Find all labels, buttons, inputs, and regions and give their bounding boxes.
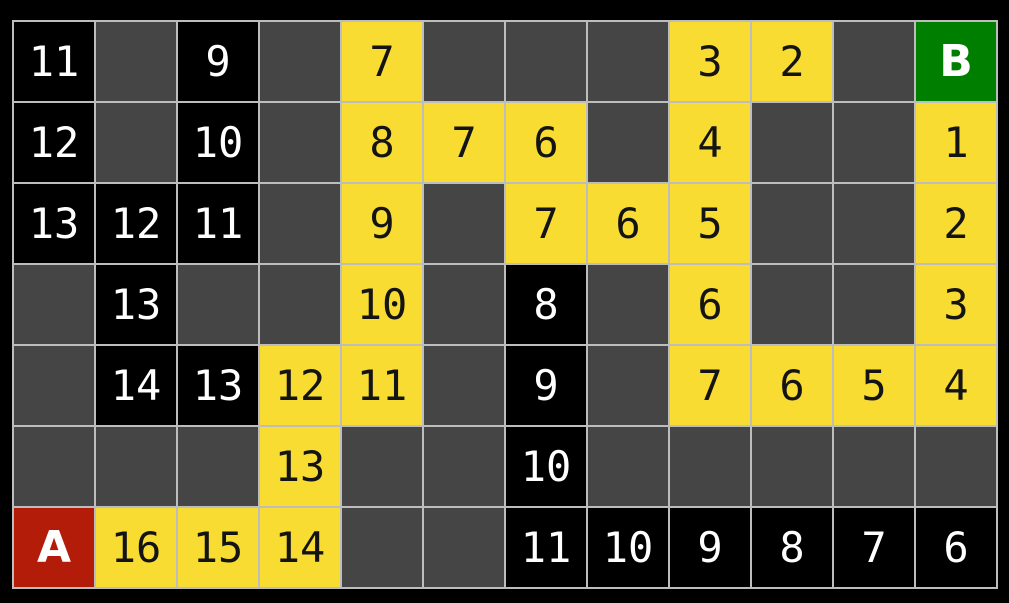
grid-cell-r3c7[interactable]: 7 — [506, 184, 586, 263]
grid-cell-r7c7[interactable]: 11 — [506, 508, 586, 587]
grid-cell-r6c3[interactable] — [178, 427, 258, 506]
grid-cell-r5c7[interactable]: 9 — [506, 346, 586, 425]
grid-cell-r2c5[interactable]: 8 — [342, 103, 422, 182]
grid-cell-r1c6[interactable] — [424, 22, 504, 101]
grid-cell-r1c11[interactable] — [834, 22, 914, 101]
grid-cell-r4c2[interactable]: 13 — [96, 265, 176, 344]
grid-cell-r5c4[interactable]: 12 — [260, 346, 340, 425]
grid-cell-r1c10[interactable]: 2 — [752, 22, 832, 101]
grid-cell-r2c6[interactable]: 7 — [424, 103, 504, 182]
grid-cell-r2c8[interactable] — [588, 103, 668, 182]
grid-cell-r4c3[interactable] — [178, 265, 258, 344]
grid-cell-r2c2[interactable] — [96, 103, 176, 182]
grid-cell-r3c11[interactable] — [834, 184, 914, 263]
grid-cell-r3c10[interactable] — [752, 184, 832, 263]
grid-cell-r1c4[interactable] — [260, 22, 340, 101]
grid-cell-r7c11[interactable]: 7 — [834, 508, 914, 587]
goal-cell-b[interactable]: B — [916, 22, 996, 101]
grid-cell-r4c4[interactable] — [260, 265, 340, 344]
grid-cell-r6c1[interactable] — [14, 427, 94, 506]
grid-cell-r2c9[interactable]: 4 — [670, 103, 750, 182]
grid-cell-r7c5[interactable] — [342, 508, 422, 587]
grid-cell-r6c8[interactable] — [588, 427, 668, 506]
grid-cell-r2c7[interactable]: 6 — [506, 103, 586, 182]
start-cell-a[interactable]: A — [14, 508, 94, 587]
grid-cell-r3c12[interactable]: 2 — [916, 184, 996, 263]
grid-cell-r2c1[interactable]: 12 — [14, 103, 94, 182]
grid-cell-r1c2[interactable] — [96, 22, 176, 101]
grid-cell-r3c3[interactable]: 11 — [178, 184, 258, 263]
grid-cell-r5c5[interactable]: 11 — [342, 346, 422, 425]
grid-cell-r5c3[interactable]: 13 — [178, 346, 258, 425]
grid-cell-r2c10[interactable] — [752, 103, 832, 182]
grid-cell-r2c12[interactable]: 1 — [916, 103, 996, 182]
grid-cell-r6c10[interactable] — [752, 427, 832, 506]
grid-cell-r7c10[interactable]: 8 — [752, 508, 832, 587]
grid-cell-r3c9[interactable]: 5 — [670, 184, 750, 263]
grid-cell-r5c9[interactable]: 7 — [670, 346, 750, 425]
pathfinding-grid: 11 9 7 3 2 B 12 10 8 7 6 4 1 13 12 11 9 7 6 5 2 13 10 8 6 3 14 13 12… — [12, 20, 998, 589]
grid-cell-r7c2[interactable]: 16 — [96, 508, 176, 587]
grid-cell-r7c12[interactable]: 6 — [916, 508, 996, 587]
grid-cell-r4c8[interactable] — [588, 265, 668, 344]
grid-cell-r3c2[interactable]: 12 — [96, 184, 176, 263]
grid-cell-r6c4[interactable]: 13 — [260, 427, 340, 506]
grid-cell-r6c11[interactable] — [834, 427, 914, 506]
grid-cell-r5c8[interactable] — [588, 346, 668, 425]
grid-cell-r7c8[interactable]: 10 — [588, 508, 668, 587]
grid-cell-r6c2[interactable] — [96, 427, 176, 506]
grid-cell-r3c1[interactable]: 13 — [14, 184, 94, 263]
grid-cell-r7c4[interactable]: 14 — [260, 508, 340, 587]
grid-cell-r6c12[interactable] — [916, 427, 996, 506]
grid-cell-r6c5[interactable] — [342, 427, 422, 506]
grid-cell-r5c12[interactable]: 4 — [916, 346, 996, 425]
grid-cell-r5c10[interactable]: 6 — [752, 346, 832, 425]
grid-cell-r4c12[interactable]: 3 — [916, 265, 996, 344]
grid-cell-r7c9[interactable]: 9 — [670, 508, 750, 587]
grid-cell-r6c6[interactable] — [424, 427, 504, 506]
grid-cell-r5c11[interactable]: 5 — [834, 346, 914, 425]
grid-cell-r4c6[interactable] — [424, 265, 504, 344]
grid-cell-r4c7[interactable]: 8 — [506, 265, 586, 344]
grid-cell-r4c1[interactable] — [14, 265, 94, 344]
grid-cell-r1c3[interactable]: 9 — [178, 22, 258, 101]
grid-cell-r4c9[interactable]: 6 — [670, 265, 750, 344]
grid-cell-r2c4[interactable] — [260, 103, 340, 182]
grid-cell-r7c6[interactable] — [424, 508, 504, 587]
grid-cell-r7c3[interactable]: 15 — [178, 508, 258, 587]
grid-cell-r2c3[interactable]: 10 — [178, 103, 258, 182]
grid-cell-r6c7[interactable]: 10 — [506, 427, 586, 506]
grid-cell-r3c6[interactable] — [424, 184, 504, 263]
grid-cell-r1c1[interactable]: 11 — [14, 22, 94, 101]
grid-cell-r3c4[interactable] — [260, 184, 340, 263]
grid-cell-r1c7[interactable] — [506, 22, 586, 101]
grid-cell-r2c11[interactable] — [834, 103, 914, 182]
grid-cell-r1c8[interactable] — [588, 22, 668, 101]
grid-cell-r4c10[interactable] — [752, 265, 832, 344]
grid-cell-r5c1[interactable] — [14, 346, 94, 425]
grid-cell-r3c5[interactable]: 9 — [342, 184, 422, 263]
grid-cell-r4c5[interactable]: 10 — [342, 265, 422, 344]
grid-cell-r4c11[interactable] — [834, 265, 914, 344]
grid-cell-r5c2[interactable]: 14 — [96, 346, 176, 425]
grid-cell-r1c5[interactable]: 7 — [342, 22, 422, 101]
grid-cell-r5c6[interactable] — [424, 346, 504, 425]
grid-cell-r3c8[interactable]: 6 — [588, 184, 668, 263]
grid-cell-r1c9[interactable]: 3 — [670, 22, 750, 101]
grid-cell-r6c9[interactable] — [670, 427, 750, 506]
